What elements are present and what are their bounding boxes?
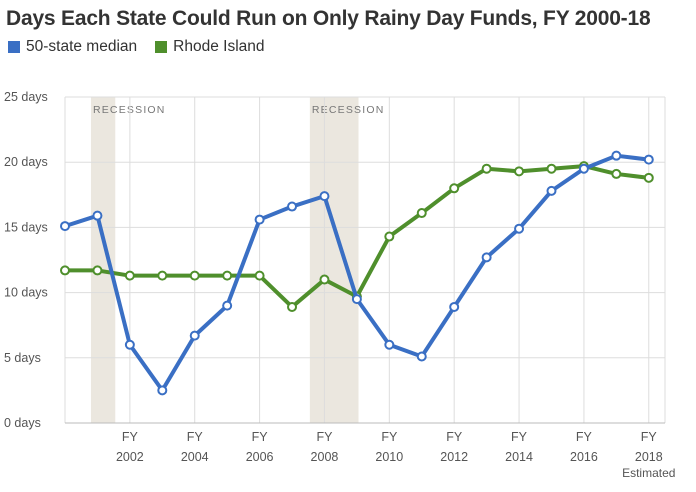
y-tick-label: 15 days bbox=[4, 220, 48, 234]
data-point-median bbox=[416, 351, 427, 362]
data-point-median bbox=[351, 294, 362, 305]
data-point-median bbox=[384, 339, 395, 350]
data-point-rhode-island bbox=[189, 270, 200, 281]
x-tick-label: 2010 bbox=[375, 450, 403, 464]
y-tick-label: 25 days bbox=[4, 90, 48, 104]
chart-legend: 50-state median Rhode Island bbox=[8, 38, 265, 56]
x-tick-label: FY bbox=[187, 430, 204, 444]
data-point-median bbox=[578, 163, 589, 174]
x-tick-label: 2006 bbox=[246, 450, 274, 464]
data-point-median bbox=[60, 221, 70, 232]
x-tick-label: FY bbox=[252, 430, 269, 444]
legend-swatch-median bbox=[8, 41, 20, 53]
y-tick-label: 0 days bbox=[4, 416, 41, 430]
data-point-rhode-island bbox=[92, 265, 103, 276]
recession-label: RECESSION bbox=[93, 104, 166, 116]
data-point-median bbox=[481, 252, 492, 263]
x-tick-label: 2002 bbox=[116, 450, 144, 464]
x-tick-label: FY bbox=[511, 430, 528, 444]
recession-label: RECESSION bbox=[312, 104, 385, 116]
data-point-rhode-island bbox=[611, 168, 622, 179]
data-point-rhode-island bbox=[416, 208, 427, 219]
x-tick-label: FY bbox=[641, 430, 658, 444]
data-point-median bbox=[124, 339, 135, 350]
data-point-rhode-island bbox=[222, 270, 233, 281]
y-tick-label: 20 days bbox=[4, 155, 48, 169]
x-tick-label: 2018 bbox=[635, 450, 663, 464]
x-tick-label: 2016 bbox=[570, 450, 598, 464]
x-tick-label: 2012 bbox=[440, 450, 468, 464]
x-tick-label: 2004 bbox=[181, 450, 209, 464]
legend-label-rhode-island: Rhode Island bbox=[173, 38, 265, 55]
x-tick-label: FY bbox=[316, 430, 333, 444]
legend-swatch-rhode-island bbox=[155, 41, 168, 53]
data-point-rhode-island bbox=[287, 301, 298, 312]
data-point-rhode-island bbox=[60, 265, 70, 276]
data-point-median bbox=[643, 154, 654, 165]
data-point-median bbox=[92, 210, 103, 221]
data-point-rhode-island bbox=[514, 166, 525, 177]
x-tick-label: FY bbox=[122, 430, 139, 444]
data-point-rhode-island bbox=[449, 183, 460, 194]
chart-title: Days Each State Could Run on Only Rainy … bbox=[6, 7, 651, 30]
legend-label-median: 50-state median bbox=[26, 38, 138, 55]
data-point-median bbox=[514, 223, 525, 234]
data-point-median bbox=[319, 191, 330, 202]
data-point-median bbox=[449, 301, 460, 312]
data-point-rhode-island bbox=[384, 231, 395, 242]
data-point-median bbox=[189, 330, 200, 341]
y-tick-label: 10 days bbox=[4, 286, 48, 300]
data-point-median bbox=[254, 214, 265, 225]
data-point-median bbox=[222, 300, 233, 311]
data-point-rhode-island bbox=[481, 163, 492, 174]
recession-band bbox=[309, 97, 359, 423]
x-tick-note: Estimated bbox=[622, 466, 675, 480]
x-tick-label: FY bbox=[576, 430, 593, 444]
data-point-rhode-island bbox=[546, 163, 557, 174]
legend-item-median[interactable]: 50-state median bbox=[8, 38, 137, 56]
x-tick-label: 2008 bbox=[311, 450, 339, 464]
data-point-median bbox=[546, 185, 557, 196]
data-point-rhode-island bbox=[254, 270, 265, 281]
x-tick-label: FY bbox=[446, 430, 463, 444]
y-tick-label: 5 days bbox=[4, 351, 41, 365]
data-point-rhode-island bbox=[319, 274, 330, 285]
data-point-median bbox=[287, 201, 298, 212]
recession-band bbox=[90, 97, 116, 423]
legend-item-rhode-island[interactable]: Rhode Island bbox=[155, 38, 265, 56]
data-point-median bbox=[157, 385, 168, 396]
data-point-rhode-island bbox=[124, 270, 135, 281]
data-point-rhode-island bbox=[157, 270, 168, 281]
data-point-rhode-island bbox=[643, 172, 654, 183]
x-tick-label: 2014 bbox=[505, 450, 533, 464]
x-tick-label: FY bbox=[381, 430, 398, 444]
data-point-median bbox=[611, 150, 622, 161]
